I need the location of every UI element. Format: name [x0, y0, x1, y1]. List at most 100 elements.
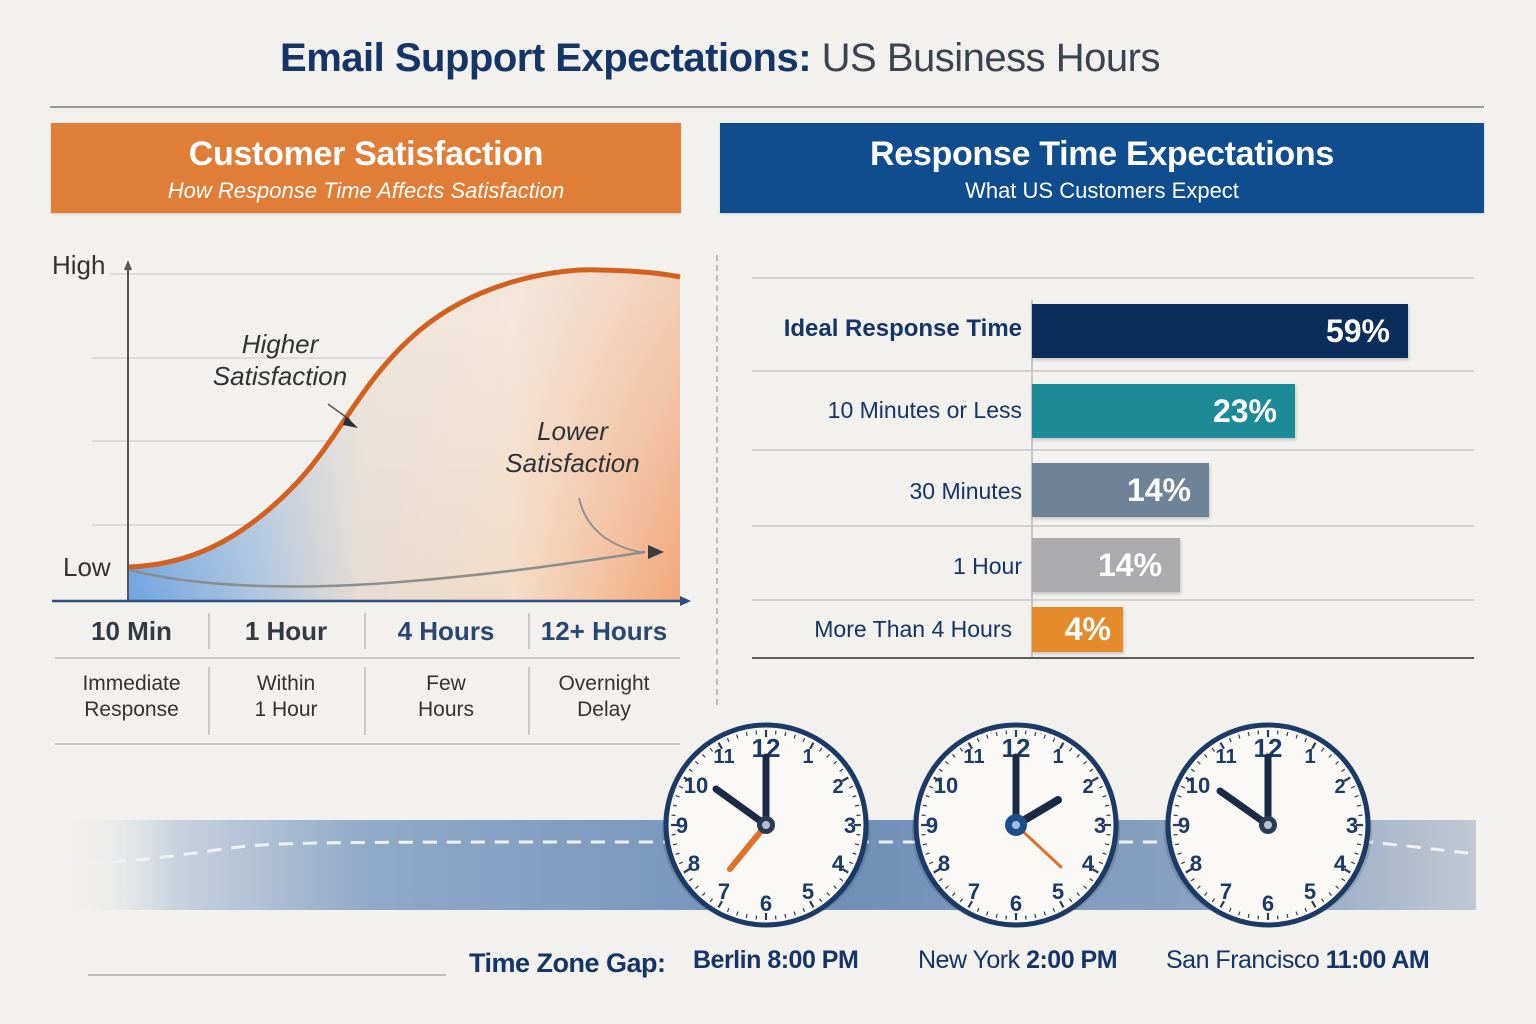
svg-text:7: 7 — [968, 879, 980, 904]
timezone-berlin: Berlin 8:00 PM — [693, 946, 859, 975]
y-axis-high-label: High — [52, 250, 106, 280]
bar-label: 10 Minutes or Less — [827, 397, 1022, 423]
bar-more-than-4-hours: 4% — [1032, 607, 1123, 652]
timezone-gap-label: Time Zone Gap: — [469, 948, 666, 978]
city-name: Berlin — [693, 946, 761, 974]
city-time: 2:00 PM — [1026, 946, 1118, 974]
description-line: Response — [84, 698, 179, 721]
bar-label: 1 Hour — [952, 553, 1022, 579]
expectations-subtitle: What US Customers Expect — [965, 178, 1239, 203]
svg-text:9: 9 — [676, 813, 688, 838]
bar-label: 30 Minutes — [909, 478, 1022, 504]
svg-text:1: 1 — [1304, 746, 1315, 768]
satisfaction-banner: Customer Satisfaction How Response Time … — [51, 123, 681, 213]
satisfaction-subtitle: How Response Time Affects Satisfaction — [167, 178, 565, 203]
description-line: Within — [256, 672, 316, 695]
svg-text:3: 3 — [844, 813, 856, 838]
description-line: 1 Hour — [254, 698, 318, 721]
svg-text:3: 3 — [1094, 813, 1106, 838]
description-line: Delay — [577, 698, 631, 721]
time-header: 4 Hours — [364, 605, 528, 657]
page-title: Email Support Expectations: US Business … — [0, 36, 1440, 81]
time-header: 10 Min — [91, 616, 172, 646]
svg-text:4: 4 — [832, 851, 845, 876]
y-axis-low-label: Low — [63, 552, 111, 582]
city-time: 8:00 PM — [767, 946, 859, 974]
svg-text:1: 1 — [1052, 746, 1063, 768]
bar-gridline — [752, 525, 1474, 527]
time-header-row: 10 Min 1 Hour 4 Hours 12+ Hours — [55, 605, 680, 657]
table-bottom-rule — [55, 743, 680, 745]
bar-30-minutes: 14% — [1032, 463, 1209, 517]
expectations-title: Response Time Expectations — [870, 135, 1334, 173]
timezone-new-york: New York 2:00 PM — [918, 946, 1118, 975]
title-divider — [50, 106, 1484, 108]
time-header: 1 Hour — [208, 605, 364, 657]
svg-text:11: 11 — [963, 746, 984, 768]
svg-text:2: 2 — [832, 776, 843, 798]
panel-divider — [716, 255, 718, 705]
x-axis-arrow — [680, 596, 691, 606]
svg-text:5: 5 — [802, 879, 814, 904]
svg-text:10: 10 — [1186, 773, 1210, 798]
svg-text:10: 10 — [934, 773, 958, 798]
bar-gridline — [752, 277, 1474, 279]
title-sub: US Business Hours — [821, 36, 1161, 80]
response-time-table: 10 Min 1 Hour 4 Hours 12+ Hours Immediat… — [55, 605, 680, 745]
svg-text:11: 11 — [1215, 746, 1236, 768]
time-description: Within 1 Hour — [208, 659, 364, 743]
time-description-row: Immediate Response Within 1 Hour Few Hou… — [55, 659, 680, 743]
svg-text:6: 6 — [1262, 891, 1274, 916]
time-description: Overnight Delay — [528, 659, 680, 743]
bar-1-hour: 14% — [1032, 538, 1180, 592]
annotation-lower-satisfaction: Lower Satisfaction — [505, 416, 640, 478]
svg-text:2: 2 — [1334, 776, 1345, 798]
timezone-dashed-path — [39, 840, 1476, 866]
svg-text:10: 10 — [684, 773, 708, 798]
svg-text:3: 3 — [1346, 813, 1358, 838]
bar-gridline — [752, 599, 1474, 601]
city-name: New York — [918, 946, 1020, 974]
y-axis-arrow — [124, 260, 132, 270]
svg-text:11: 11 — [713, 746, 734, 768]
svg-text:4: 4 — [1334, 851, 1347, 876]
expectations-banner: Response Time Expectations What US Custo… — [720, 123, 1484, 213]
table-divider — [55, 657, 680, 659]
timezone-san-francisco: San Francisco 11:00 AM — [1166, 946, 1430, 975]
time-description: Immediate Response — [55, 659, 208, 743]
svg-text:8: 8 — [938, 851, 950, 876]
satisfaction-curve-chart — [52, 260, 691, 606]
svg-text:9: 9 — [1178, 813, 1190, 838]
svg-text:7: 7 — [718, 879, 730, 904]
svg-text:6: 6 — [1010, 891, 1022, 916]
bar-ideal: 59% — [1032, 304, 1408, 358]
city-time: 11:00 AM — [1325, 946, 1430, 974]
description-line: Hours — [417, 698, 475, 721]
bar-baseline — [752, 657, 1474, 659]
svg-text:1: 1 — [802, 746, 813, 768]
description-line: Overnight — [558, 672, 650, 695]
time-description: Few Hours — [364, 659, 528, 743]
svg-text:5: 5 — [1304, 879, 1316, 904]
annotation-higher-satisfaction: Higher Satisfaction — [212, 329, 348, 391]
timezone-rule — [88, 974, 446, 976]
svg-text:5: 5 — [1052, 879, 1064, 904]
bar-gridline — [752, 370, 1474, 372]
bar-gridline — [752, 449, 1474, 451]
trend-arrowhead — [648, 545, 664, 559]
city-name: San Francisco — [1166, 946, 1320, 974]
svg-text:4: 4 — [1082, 851, 1095, 876]
title-main: Email Support Expectations: — [280, 36, 812, 80]
svg-text:8: 8 — [688, 851, 700, 876]
time-header: 12+ Hours — [528, 605, 680, 657]
description-line: Immediate — [82, 672, 181, 695]
response-expectations-bar-chart: Ideal Response Time 59% 10 Minutes or Le… — [752, 275, 1474, 660]
svg-text:7: 7 — [1220, 879, 1232, 904]
svg-text:8: 8 — [1190, 851, 1202, 876]
